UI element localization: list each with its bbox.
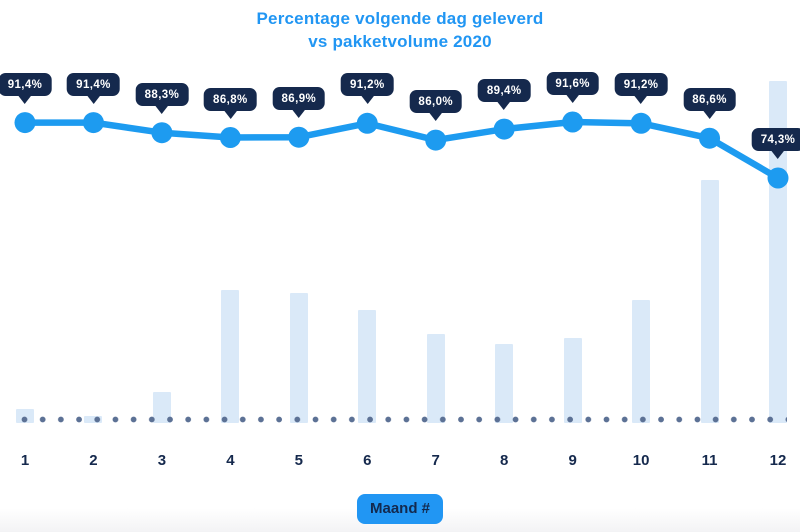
data-point-marker	[288, 126, 310, 148]
value-tooltip: 86,0%	[409, 90, 463, 122]
value-tooltip: 91,6%	[546, 72, 599, 103]
tooltip-pointer	[154, 104, 169, 114]
volume-bar	[495, 344, 514, 423]
x-axis-label-month-10: 10	[632, 452, 650, 469]
volume-bar	[700, 180, 719, 423]
value-tooltip: 86,8%	[204, 87, 257, 119]
tooltip-pointer	[565, 94, 580, 103]
volume-bar	[563, 337, 582, 423]
volume-bar	[632, 299, 651, 423]
value-tooltip: 89,4%	[477, 79, 531, 111]
x-axis-label-month-12: 12	[769, 452, 787, 469]
x-axis-label-month-6: 6	[363, 452, 372, 469]
value-tooltip-label: 88,3%	[135, 82, 189, 106]
volume-bar	[221, 289, 240, 423]
x-axis-title-badge: Maand #	[356, 494, 444, 524]
tooltip-pointer	[634, 95, 649, 105]
data-point-marker	[151, 122, 173, 144]
tooltip-pointer	[291, 109, 306, 119]
value-tooltip: 91,2%	[614, 73, 668, 105]
data-point-marker	[699, 127, 721, 149]
data-point-marker	[82, 112, 104, 134]
tooltip-pointer	[497, 101, 512, 111]
tooltip-pointer	[428, 112, 443, 122]
tooltip-pointer	[17, 94, 32, 104]
value-tooltip: 86,9%	[272, 87, 326, 119]
x-axis-label-month-9: 9	[568, 452, 577, 469]
value-tooltip: 86,6%	[683, 88, 736, 120]
baseline-dotted-line	[21, 416, 787, 423]
value-tooltip-label: 91,2%	[614, 73, 668, 97]
chart-title-line1: Percentage volgende dag geleverd	[256, 9, 544, 28]
tooltip-pointer	[702, 110, 717, 120]
value-tooltip-label: 86,6%	[683, 88, 736, 112]
value-tooltip-label: 86,9%	[272, 87, 326, 111]
value-tooltip: 91,4%	[0, 72, 52, 104]
tooltip-pointer	[360, 95, 375, 105]
data-point-marker	[562, 111, 584, 133]
volume-bar	[426, 334, 445, 423]
value-tooltip-label: 89,4%	[477, 79, 531, 103]
data-point-marker	[493, 118, 515, 140]
volume-bar	[358, 310, 377, 423]
line-series	[21, 118, 782, 182]
x-axis-label-month-1: 1	[20, 452, 30, 469]
value-tooltip: 91,2%	[340, 73, 394, 105]
data-point-marker	[356, 112, 378, 134]
x-axis-title: Maand #	[369, 500, 431, 517]
data-point-marker	[425, 129, 447, 151]
tooltip-pointer	[223, 109, 238, 119]
x-axis-label-month-5: 5	[294, 452, 303, 469]
chart-title: Percentage volgende dag geleverd vs pakk…	[0, 7, 800, 53]
value-tooltip: 74,3%	[751, 128, 800, 159]
data-point-marker	[630, 112, 652, 134]
value-tooltip: 91,4%	[67, 72, 120, 104]
value-tooltip-label: 74,3%	[751, 128, 800, 151]
data-point-marker	[14, 112, 36, 134]
tooltip-pointer	[770, 150, 785, 159]
volume-bar	[152, 392, 171, 423]
data-point-marker	[219, 127, 241, 148]
tooltip-pointer	[86, 94, 101, 104]
x-axis-label-month-8: 8	[500, 452, 509, 469]
value-tooltip-label: 86,8%	[204, 87, 257, 111]
value-tooltip-label: 86,0%	[409, 90, 463, 114]
volume-bar	[769, 81, 787, 423]
chart-title-line2: vs pakketvolume 2020	[308, 32, 492, 51]
value-tooltip-label: 91,2%	[340, 73, 394, 97]
x-axis-label-month-3: 3	[157, 452, 167, 469]
value-tooltip: 88,3%	[135, 82, 189, 114]
x-axis-label-month-7: 7	[431, 452, 440, 469]
volume-bar	[289, 293, 308, 423]
x-axis-label-month-2: 2	[89, 452, 98, 469]
value-tooltip-label: 91,4%	[67, 72, 120, 96]
value-tooltip-label: 91,6%	[546, 72, 599, 95]
data-point-marker	[767, 167, 789, 189]
x-axis-label-month-11: 11	[701, 452, 718, 469]
x-axis-label-month-4: 4	[226, 452, 235, 469]
value-tooltip-label: 91,4%	[0, 72, 52, 96]
